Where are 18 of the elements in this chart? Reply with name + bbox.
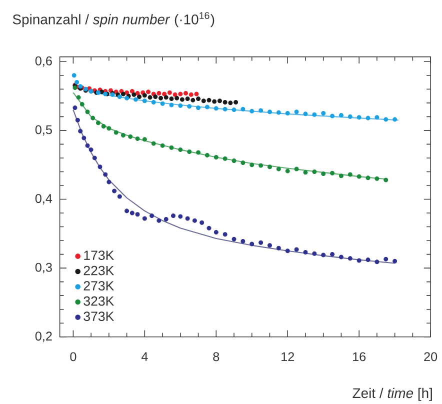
legend-label: 173K bbox=[84, 250, 114, 260]
x-axis-title: Zeit / time [h] bbox=[352, 388, 432, 402]
legend-label: 273K bbox=[84, 281, 114, 291]
y-axis-title: Spinanzahl / spin number (·10$^{16}$) bbox=[12, 12, 214, 28]
x-tick-label: 20 bbox=[424, 352, 438, 362]
y-tick-label: 0,4 bbox=[35, 194, 52, 205]
y-tick-label: 0,5 bbox=[35, 125, 52, 136]
y-tick-label: 0,2 bbox=[35, 332, 52, 342]
y-tick-label: 0,6 bbox=[35, 56, 52, 68]
x-tick-label: 0 bbox=[70, 352, 76, 362]
x-tick-label: 4 bbox=[141, 352, 148, 362]
legend-label: 323K bbox=[84, 296, 114, 306]
x-tick-label: 8 bbox=[213, 352, 220, 362]
y-tick-label: 0,3 bbox=[35, 263, 52, 274]
legend-label: 373K bbox=[84, 312, 114, 322]
x-tick-label: 12 bbox=[282, 352, 294, 362]
x-tick-label: 16 bbox=[353, 352, 366, 362]
legend-label: 223K bbox=[84, 266, 114, 276]
